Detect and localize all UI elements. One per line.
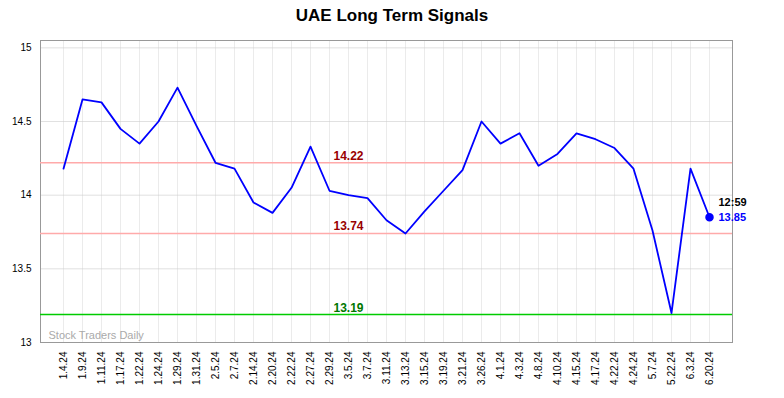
svg-text:5.7.24: 5.7.24 bbox=[647, 351, 658, 379]
svg-text:3.21.24: 3.21.24 bbox=[457, 351, 468, 385]
svg-text:4.10.24: 4.10.24 bbox=[552, 351, 563, 385]
svg-text:4.1.24: 4.1.24 bbox=[495, 351, 506, 379]
svg-text:13.19: 13.19 bbox=[333, 301, 363, 315]
svg-text:14.5: 14.5 bbox=[12, 116, 32, 127]
svg-text:1.31.24: 1.31.24 bbox=[191, 351, 202, 385]
svg-text:1.17.24: 1.17.24 bbox=[115, 351, 126, 385]
svg-text:4.22.24: 4.22.24 bbox=[609, 351, 620, 385]
svg-text:13.85: 13.85 bbox=[719, 211, 747, 223]
svg-text:2.7.24: 2.7.24 bbox=[229, 351, 240, 379]
html-text:UAE Long Term Signals: UAE Long Term Signals bbox=[295, 6, 489, 25]
svg-text:4.24.24: 4.24.24 bbox=[628, 351, 639, 385]
svg-text:4.3.24: 4.3.24 bbox=[514, 351, 525, 379]
svg-text:2.22.24: 2.22.24 bbox=[286, 351, 297, 385]
svg-text:1.22.24: 1.22.24 bbox=[134, 351, 145, 385]
svg-text:12:59: 12:59 bbox=[719, 196, 747, 208]
svg-text:2.14.24: 2.14.24 bbox=[248, 351, 259, 385]
svg-text:1.4.24: 1.4.24 bbox=[58, 351, 69, 379]
svg-text:14: 14 bbox=[20, 189, 32, 200]
svg-text:15: 15 bbox=[20, 42, 32, 53]
svg-text:1.11.24: 1.11.24 bbox=[96, 351, 107, 384]
svg-text:3.7.24: 3.7.24 bbox=[362, 351, 373, 379]
svg-text:3.19.24: 3.19.24 bbox=[438, 351, 449, 385]
svg-text:4.8.24: 4.8.24 bbox=[533, 351, 544, 379]
svg-text:3.26.24: 3.26.24 bbox=[476, 351, 487, 385]
svg-text:2.29.24: 2.29.24 bbox=[324, 351, 335, 385]
svg-text:13: 13 bbox=[20, 337, 32, 348]
svg-text:14.22: 14.22 bbox=[333, 149, 363, 163]
svg-text:3.15.24: 3.15.24 bbox=[419, 351, 430, 385]
svg-text:4.15.24: 4.15.24 bbox=[571, 351, 582, 385]
svg-text:1.9.24: 1.9.24 bbox=[77, 351, 88, 379]
svg-text:2.5.24: 2.5.24 bbox=[210, 351, 221, 379]
svg-text:1.29.24: 1.29.24 bbox=[172, 351, 183, 385]
svg-text:6.3.24: 6.3.24 bbox=[685, 351, 696, 379]
svg-text:2.20.24: 2.20.24 bbox=[267, 351, 278, 385]
svg-text:3.5.24: 3.5.24 bbox=[343, 351, 354, 379]
svg-text:3.11.24: 3.11.24 bbox=[381, 351, 392, 384]
svg-text:6.20.24: 6.20.24 bbox=[704, 351, 715, 385]
svg-text:Stock Traders Daily: Stock Traders Daily bbox=[49, 329, 145, 341]
svg-text:2.27.24: 2.27.24 bbox=[305, 351, 316, 385]
svg-text:5.22.24: 5.22.24 bbox=[666, 351, 677, 385]
svg-text:13.5: 13.5 bbox=[12, 263, 32, 274]
svg-text:3.13.24: 3.13.24 bbox=[400, 351, 411, 385]
svg-text:4.17.24: 4.17.24 bbox=[590, 351, 601, 385]
svg-text:13.74: 13.74 bbox=[333, 219, 363, 233]
svg-text:1.24.24: 1.24.24 bbox=[153, 351, 164, 385]
